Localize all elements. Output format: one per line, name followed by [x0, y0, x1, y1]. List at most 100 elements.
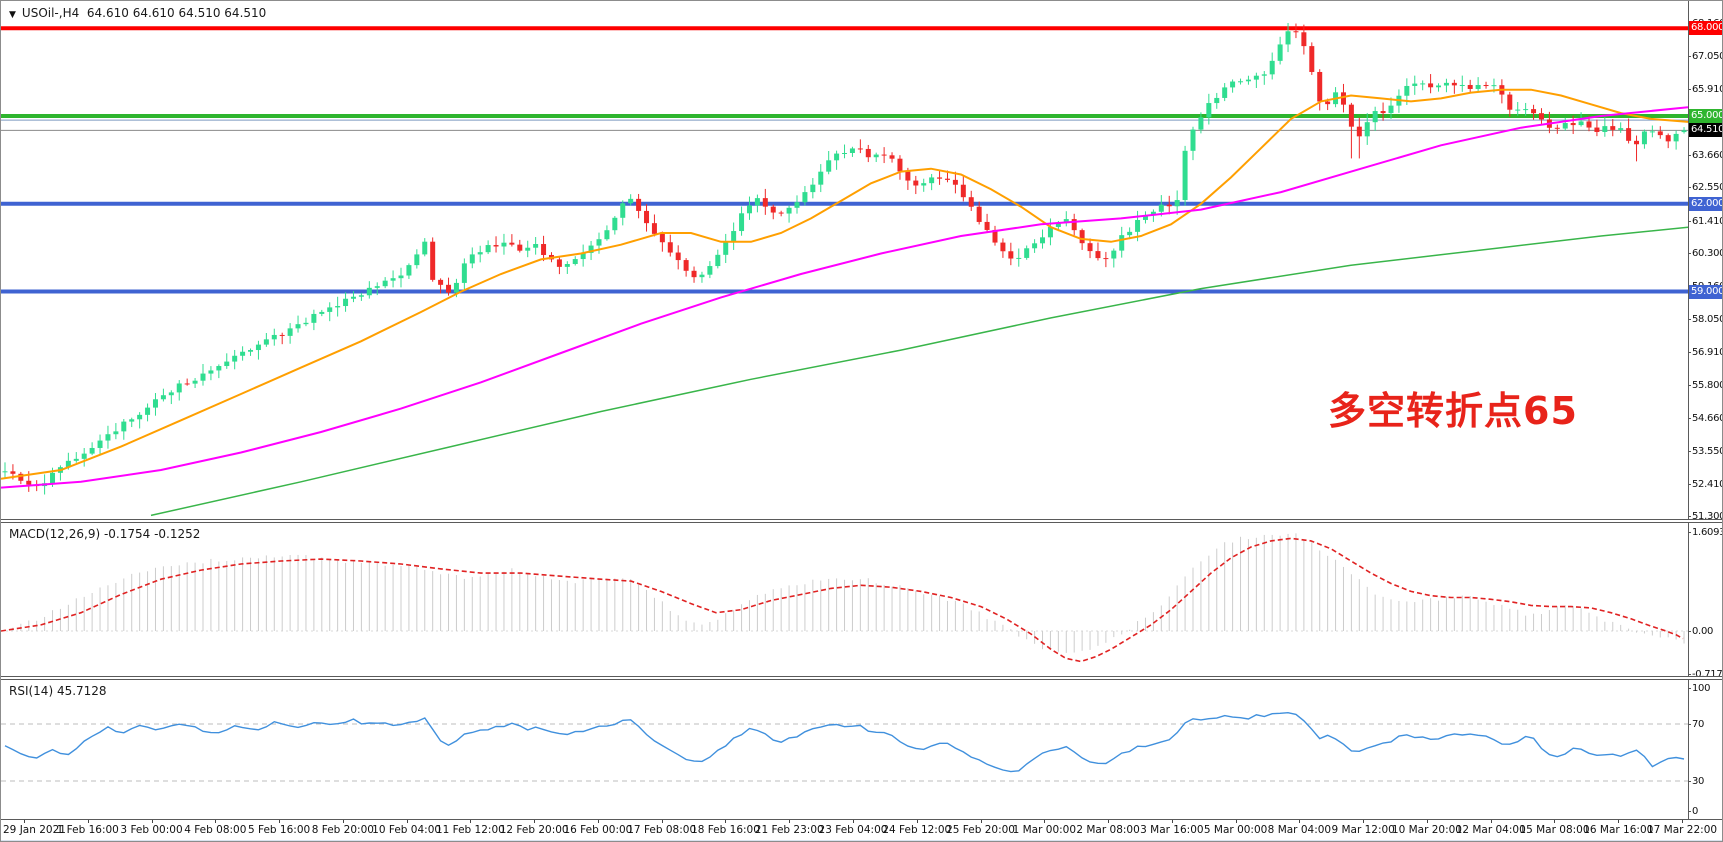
price-tick: 67.050 [1688, 50, 1722, 63]
price-tick: 30 [1688, 775, 1704, 788]
tick-mark [1688, 154, 1691, 156]
time-tick-mark [789, 820, 791, 823]
chart-text-annotation[interactable]: 多空转折点65 [1328, 389, 1578, 433]
price-tick: 63.660 [1688, 149, 1722, 162]
tick-mark [1688, 810, 1691, 812]
panel-separator[interactable] [1, 676, 1722, 680]
time-tick-label: 4 Feb 08:00 [184, 824, 247, 836]
time-tick-mark [1044, 820, 1046, 823]
time-tick-mark [1490, 820, 1492, 823]
ma-slow-green [150, 226, 1688, 517]
time-tick-mark [279, 820, 281, 823]
price-tick: 56.910 [1688, 346, 1722, 359]
symbol-period-label: USOil-,H4 [21, 6, 80, 20]
time-tick-mark [1235, 820, 1237, 823]
horizontal-lines[interactable] [1, 26, 1688, 294]
main-chart-panel[interactable]: ▼ USOil-,H4 64.610 64.610 64.510 64.510 多… [1, 1, 1688, 519]
tick-mark [1688, 532, 1691, 534]
time-tick-mark [1682, 820, 1684, 823]
price-badge-59.000: 59.000 [1689, 284, 1723, 299]
price-tick: 61.410 [1688, 215, 1722, 228]
time-tick-label: 24 Feb 12:00 [882, 824, 952, 836]
time-tick-mark [853, 820, 854, 823]
time-tick-label: 10 Feb 04:00 [372, 824, 442, 836]
price-badge-62.000: 62.000 [1689, 196, 1723, 211]
chart-title: ▼ USOil-,H4 64.610 64.610 64.510 64.510 [9, 6, 266, 20]
price-tick: 53.550 [1688, 445, 1722, 458]
price-tick: 1.6093 [1688, 526, 1722, 539]
time-tick-label: 12 Feb 20:00 [499, 824, 569, 836]
tick-mark [1688, 780, 1691, 782]
tick-mark [1688, 630, 1691, 632]
time-tick-label: 17 Mar 22:00 [1646, 824, 1718, 836]
price-tick: 62.550 [1688, 181, 1722, 194]
time-tick-label: 1 Mar 00:00 [1012, 824, 1077, 836]
time-tick-label: 8 Mar 04:00 [1267, 824, 1332, 836]
time-tick-label: 8 Feb 20:00 [311, 824, 374, 836]
chart-expander-icon[interactable]: ▼ [9, 10, 16, 20]
time-axis[interactable]: 29 Jan 2021 1 Feb 16:00 3 Feb 00:00 4 Feb 0… [1, 819, 1722, 840]
tick-mark [1688, 450, 1691, 452]
ohlc-values: 64.610 64.610 64.510 64.510 [86, 6, 267, 20]
time-tick-label: 16 Feb 00:00 [563, 824, 633, 836]
price-badge-68.000: 68.000 [1689, 21, 1723, 36]
candlestick-chart[interactable] [1, 1, 1688, 519]
time-tick-label: 10 Mar 20:00 [1391, 824, 1462, 836]
time-tick-mark [1618, 820, 1620, 823]
tick-mark [1688, 723, 1691, 725]
rsi-chart [1, 711, 1688, 782]
price-tick: 52.410 [1688, 478, 1722, 491]
price-tick: 65.910 [1688, 83, 1722, 96]
time-tick-label: 5 Feb 16:00 [247, 824, 311, 836]
rsi-indicator-panel[interactable]: RSI(14) 45.7128 [1, 680, 1688, 819]
tick-mark [1688, 384, 1691, 386]
price-axis[interactable]: 68.16067.05065.91064.80063.66062.55061.4… [1688, 1, 1723, 819]
tick-mark [1688, 516, 1691, 518]
tick-mark [1688, 318, 1691, 320]
time-tick-label: 1 Feb 16:00 [56, 824, 119, 836]
time-tick-label: 12 Mar 04:00 [1455, 824, 1526, 836]
time-tick-mark [215, 820, 217, 823]
price-tick: 60.300 [1688, 247, 1722, 260]
window-bottom-edge [1, 839, 1722, 841]
time-tick-mark [1171, 820, 1173, 823]
time-tick-label: 9 Mar 12:00 [1331, 824, 1395, 836]
price-badge-64.510: 64.510 [1689, 123, 1723, 138]
price-tick: 0 [1688, 805, 1698, 818]
time-tick-label: 21 Feb 23:00 [754, 824, 824, 836]
time-tick-mark [661, 820, 663, 823]
time-tick-mark [406, 820, 408, 823]
price-tick: -0.7172 [1688, 668, 1722, 681]
panel-separator[interactable] [1, 519, 1722, 523]
tick-mark [1688, 55, 1691, 57]
macd-histogram [4, 533, 1685, 653]
time-tick-label: 11 Feb 12:00 [435, 824, 505, 836]
rsi-label: RSI(14) 45.7128 [9, 684, 107, 698]
time-tick-label: 16 Mar 16:00 [1583, 824, 1654, 836]
tick-mark [1688, 418, 1691, 420]
price-tick: 54.660 [1688, 412, 1722, 425]
time-tick-mark [597, 820, 599, 823]
time-tick-label: 3 Feb 00:00 [120, 824, 183, 836]
time-tick-mark [342, 820, 344, 823]
tick-mark [1688, 253, 1691, 255]
time-tick-label: 5 Mar 00:00 [1203, 824, 1268, 836]
tick-mark [1688, 187, 1691, 189]
time-tick-mark [1426, 820, 1428, 823]
time-tick-mark [87, 820, 89, 823]
time-tick-label: 29 Jan 2021 [3, 824, 66, 836]
time-tick-label: 3 Mar 16:00 [1140, 824, 1204, 836]
time-tick-mark [1108, 820, 1110, 823]
tick-mark [1688, 674, 1691, 676]
time-tick-mark [24, 820, 25, 823]
time-tick-label: 15 Mar 08:00 [1519, 824, 1590, 836]
tick-mark [1688, 483, 1691, 485]
price-tick: 100 [1688, 682, 1710, 695]
time-tick-mark [470, 820, 472, 823]
time-tick-label: 18 Feb 16:00 [691, 824, 760, 836]
time-tick-label: 23 Feb 04:00 [818, 824, 888, 836]
price-badge-65.000: 65.000 [1689, 109, 1723, 123]
macd-indicator-panel[interactable]: MACD(12,26,9) -0.1754 -0.1252 [1, 523, 1688, 676]
tick-mark [1688, 687, 1691, 689]
